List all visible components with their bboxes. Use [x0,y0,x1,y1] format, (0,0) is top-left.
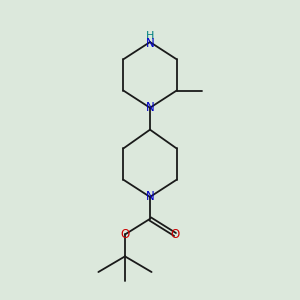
Text: H: H [146,32,154,41]
Text: N: N [146,37,154,50]
Text: O: O [170,228,180,241]
Text: N: N [146,190,154,203]
Text: N: N [146,101,154,114]
Text: O: O [120,228,130,241]
